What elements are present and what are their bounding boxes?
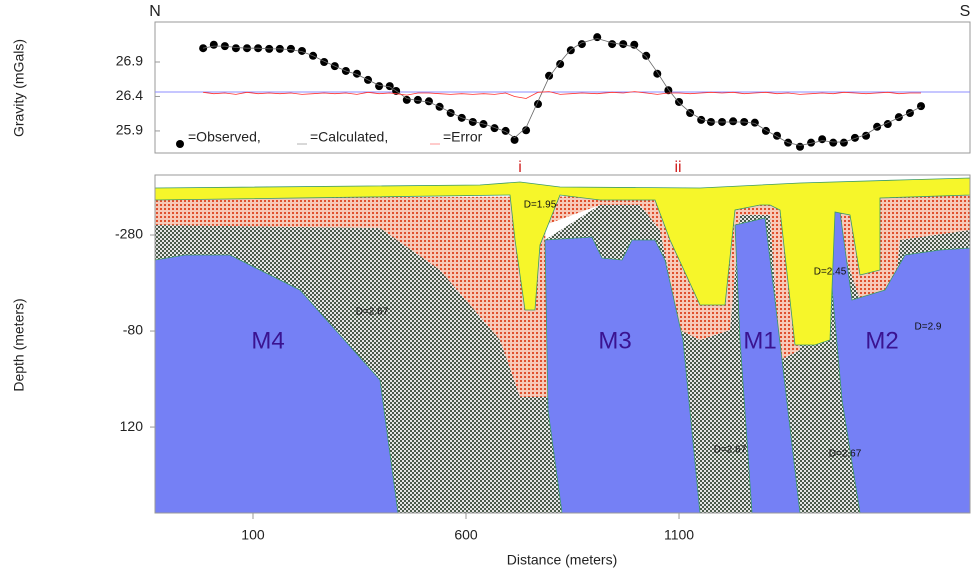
observed-point — [642, 52, 650, 60]
observed-point — [232, 44, 240, 52]
observed-point — [840, 139, 848, 147]
body-label: D=2.45 — [814, 267, 847, 278]
body-label: M1 — [743, 327, 776, 354]
y-tick-label: -280 — [115, 226, 143, 242]
body-label: M2 — [865, 327, 898, 354]
body-label: M4 — [251, 327, 284, 354]
observed-point — [829, 139, 837, 147]
body-label: D=2.67 — [714, 445, 747, 456]
observed-point — [906, 109, 914, 117]
observed-point — [320, 58, 328, 66]
observed-point — [773, 132, 781, 140]
legend-label: =Calculated, — [310, 129, 388, 145]
figure: 26.9 26.4 25.9 =Observed, =Calculated, =Error… — [0, 0, 973, 573]
y-tick-label: -80 — [123, 322, 143, 338]
x-tick-label: 600 — [454, 527, 478, 543]
annotation: i — [518, 159, 522, 176]
y-axis-label: Depth (meters) — [11, 298, 27, 391]
observed-point — [287, 45, 295, 53]
body-label: M3 — [598, 327, 631, 354]
observed-point — [210, 41, 218, 49]
gravity-frame — [155, 22, 970, 153]
body-label: D=2.67 — [356, 307, 389, 318]
observed-point — [403, 96, 411, 104]
y-tick-label: 26.9 — [116, 53, 143, 69]
y-tick-label: 26.4 — [116, 87, 143, 103]
observed-point — [917, 102, 925, 110]
body-label: D=2.67 — [829, 449, 862, 460]
x-tick-label: 100 — [241, 527, 265, 543]
x-axis-label: Distance (meters) — [507, 552, 617, 568]
observed-point — [895, 113, 903, 121]
y-tick-label: 25.9 — [116, 122, 143, 138]
observed-point — [818, 135, 826, 143]
legend-marker — [176, 140, 184, 148]
y-axis-label: Gravity (mGals) — [11, 39, 27, 137]
observed-point — [608, 40, 616, 48]
annotation: S — [960, 3, 971, 20]
observed-point — [729, 117, 737, 125]
observed-point — [630, 41, 638, 49]
legend-label: =Error — [443, 129, 483, 145]
observed-point — [593, 33, 601, 41]
x-tick-label: 1100 — [664, 527, 694, 543]
body-label: D=1.95 — [524, 200, 557, 211]
y-tick-label: 120 — [120, 418, 144, 434]
observed-point — [796, 143, 804, 151]
body-label: D=2.9 — [915, 322, 942, 333]
observed-point — [556, 60, 564, 68]
observed-point — [511, 136, 519, 144]
observed-point — [447, 109, 455, 117]
annotation: ii — [674, 159, 681, 176]
legend-label: =Observed, — [188, 129, 261, 145]
annotation: N — [149, 3, 161, 20]
